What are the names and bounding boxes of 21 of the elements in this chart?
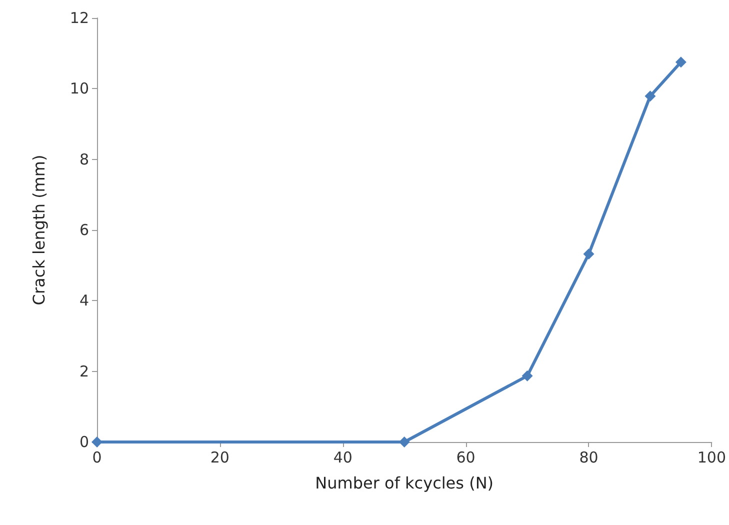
y-tick-label: 6: [79, 221, 89, 239]
y-tick-label: 10: [70, 80, 89, 98]
y-tick-label: 4: [79, 292, 89, 310]
x-tick-label: 0: [92, 448, 102, 466]
y-tick-label: 2: [79, 362, 89, 380]
x-tick-label: 20: [210, 448, 230, 466]
point: [583, 248, 594, 260]
y-axis-title: Crack length (mm): [30, 154, 48, 306]
y-tick-label: 12: [70, 9, 89, 27]
x-tick-label: 40: [333, 448, 352, 466]
x-tick-label: 80: [579, 448, 598, 466]
y-tick-label: 0: [79, 433, 89, 451]
x-axis-title: Number of kcycles (N): [315, 474, 494, 492]
point: [644, 90, 656, 102]
point: [92, 436, 102, 448]
point: [522, 370, 533, 382]
x-tick-label: 60: [456, 448, 476, 466]
point: [398, 436, 410, 448]
y-tick-label: 8: [79, 150, 89, 168]
point: [675, 56, 686, 68]
x-tick-label: 100: [697, 448, 726, 466]
